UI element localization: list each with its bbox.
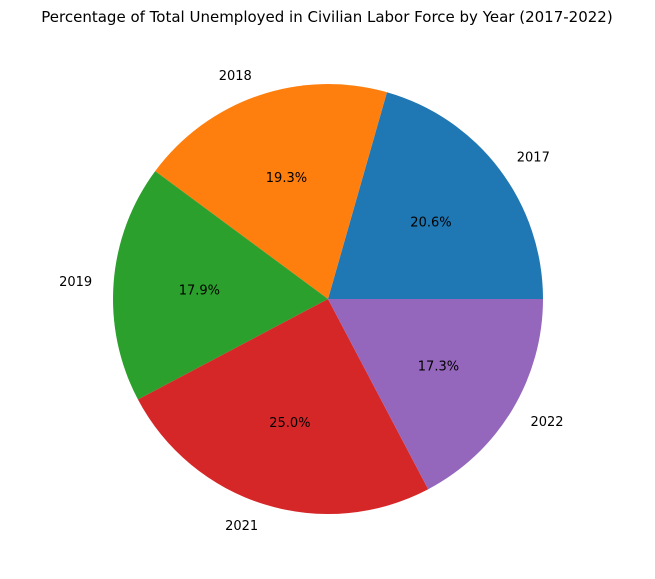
pie-labels: 2017 20.6% 2018 19.3% 2019 17.9% 2021 25.0% 2022…: [59, 69, 564, 534]
percent-label-2018: 19.3%: [266, 171, 307, 186]
pie-slice-2019: [112, 171, 328, 400]
pie-slices: [112, 83, 543, 514]
percent-label-2022: 17.3%: [418, 360, 459, 375]
slice-label-2018: 2018: [219, 69, 252, 84]
pie-slice-2021: [137, 299, 429, 514]
chart-title: Percentage of Total Unemployed in Civili…: [41, 8, 612, 26]
slice-label-2017: 2017: [517, 151, 550, 166]
pie-slice-2022: [328, 299, 543, 490]
percent-label-2021: 25.0%: [269, 416, 310, 431]
percent-label-2019: 17.9%: [179, 283, 220, 298]
slice-label-2021: 2021: [225, 519, 258, 534]
pie-slice-2017: [328, 92, 543, 299]
slice-label-2019: 2019: [59, 275, 92, 290]
pie-slice-2018: [155, 83, 387, 299]
slice-label-2022: 2022: [530, 415, 563, 430]
percent-label-2017: 20.6%: [410, 215, 451, 230]
